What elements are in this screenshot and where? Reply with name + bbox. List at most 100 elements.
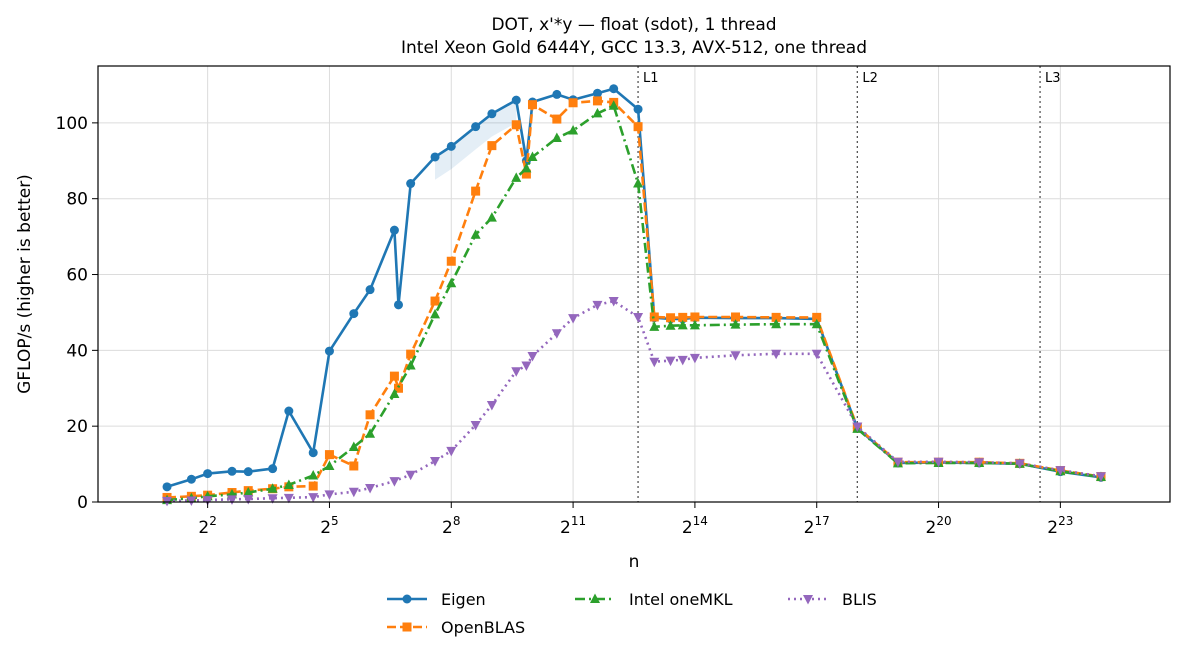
series-line <box>166 99 1102 499</box>
y-tick-label: 60 <box>66 266 88 286</box>
x-tick-label: 25 <box>320 514 338 538</box>
data-point <box>202 496 213 506</box>
data-point <box>324 450 334 460</box>
grid <box>98 66 1170 503</box>
x-axis-ticks: 22 25 28 211 214 217 220 223 <box>198 502 1073 538</box>
data-point <box>389 477 400 487</box>
data-point <box>551 329 562 339</box>
data-point <box>365 410 375 420</box>
y-axis-label: GFLOP/s (higher is better) <box>15 174 35 394</box>
plot-frame <box>97 65 1171 503</box>
data-point <box>608 100 619 110</box>
data-point <box>402 594 412 604</box>
data-point <box>633 312 644 323</box>
data-point <box>552 89 562 99</box>
data-point <box>393 383 403 393</box>
series-line <box>166 299 1102 503</box>
data-point <box>811 349 822 360</box>
x-tick-label: 22 <box>198 514 216 538</box>
data-point <box>324 460 335 470</box>
legend: Eigen OpenBLAS Intel oneMKL BLIS <box>387 590 877 637</box>
data-point <box>308 493 319 503</box>
data-point <box>430 457 441 467</box>
data-point <box>803 595 813 605</box>
data-point <box>349 309 359 319</box>
x-tick-exponent: 17 <box>815 514 830 528</box>
data-point <box>487 109 497 119</box>
data-point <box>186 474 196 484</box>
data-point <box>430 152 440 162</box>
data-point <box>649 357 660 368</box>
data-point <box>308 469 319 480</box>
data-point <box>633 104 643 114</box>
x-tick-exponent: 2 <box>209 514 217 528</box>
data-point <box>402 622 412 632</box>
data-point <box>665 320 676 330</box>
data-point <box>592 88 602 98</box>
x-tick-base: 2 <box>560 518 571 538</box>
data-point <box>308 481 318 491</box>
series-intel-onemkl <box>162 100 1106 505</box>
data-point <box>470 229 481 239</box>
legend-item: Eigen <box>387 590 486 609</box>
data-point <box>649 321 660 331</box>
data-point <box>771 349 782 360</box>
data-point <box>511 172 522 182</box>
data-point <box>511 120 521 130</box>
data-point <box>470 421 481 431</box>
data-point <box>446 256 456 266</box>
data-point <box>521 169 531 179</box>
data-point <box>471 122 481 132</box>
data-point <box>568 98 578 108</box>
x-tick-base: 2 <box>198 518 209 538</box>
data-point <box>730 351 741 361</box>
x-tick-label: 223 <box>1047 514 1073 538</box>
data-point <box>227 466 237 476</box>
x-tick-exponent: 8 <box>453 514 461 528</box>
x-tick-exponent: 20 <box>936 514 951 528</box>
cache-line-label: L2 <box>862 71 878 86</box>
x-tick-base: 2 <box>804 518 815 538</box>
data-point <box>348 441 359 452</box>
series-eigen <box>162 84 1106 492</box>
data-point <box>677 355 688 366</box>
data-point <box>308 448 318 458</box>
data-point <box>324 490 335 500</box>
data-point <box>568 124 579 135</box>
data-point <box>527 100 537 110</box>
data-point <box>243 467 253 477</box>
legend-label: OpenBLAS <box>441 618 525 637</box>
y-tick-label: 80 <box>66 190 88 210</box>
data-point <box>852 422 863 433</box>
data-point <box>430 308 441 319</box>
data-point <box>511 95 521 105</box>
eigen-variance-band <box>435 100 517 180</box>
data-point <box>592 96 602 106</box>
data-point <box>389 388 400 398</box>
cache-line-label: L1 <box>643 71 659 86</box>
x-tick-exponent: 23 <box>1058 514 1073 528</box>
data-point <box>268 464 278 474</box>
data-point <box>568 314 579 324</box>
data-point <box>389 225 399 235</box>
x-tick-base: 2 <box>925 518 936 538</box>
data-point <box>446 141 456 151</box>
data-point <box>608 297 619 307</box>
series-blis <box>162 297 1106 507</box>
data-point <box>446 277 457 288</box>
data-point <box>393 300 403 310</box>
y-axis-ticks: 0 20 40 60 80 100 <box>56 114 98 513</box>
data-point <box>365 285 375 295</box>
x-tick-base: 2 <box>442 518 453 538</box>
y-tick-label: 0 <box>77 493 88 513</box>
data-point <box>677 319 688 330</box>
data-point <box>283 479 294 489</box>
x-tick-base: 2 <box>1047 518 1058 538</box>
x-tick-label: 28 <box>442 514 460 538</box>
data-point <box>1095 472 1106 482</box>
data-point <box>731 312 741 322</box>
data-point <box>666 313 676 323</box>
y-tick-label: 100 <box>56 114 88 134</box>
data-point <box>203 469 213 479</box>
data-point <box>284 406 294 416</box>
